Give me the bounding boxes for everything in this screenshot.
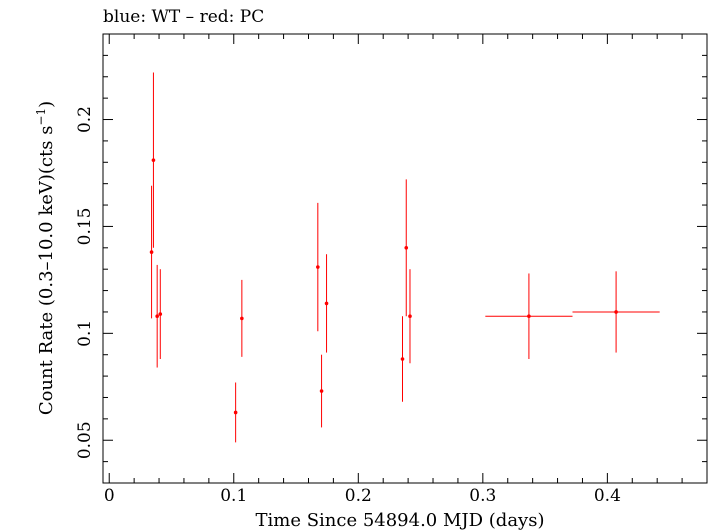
x-tick-label: 0.1 bbox=[220, 486, 247, 506]
point-marker bbox=[240, 316, 244, 321]
point-marker bbox=[408, 314, 412, 319]
plot-frame bbox=[102, 33, 708, 484]
x-axis-label: Time Since 54894.0 MJD (days) bbox=[255, 510, 544, 531]
data-point bbox=[149, 185, 154, 319]
data-points bbox=[149, 72, 660, 443]
point-marker bbox=[527, 314, 531, 319]
y-axis-label-superscript: −1 bbox=[34, 108, 48, 126]
data-point bbox=[151, 72, 156, 248]
data-point bbox=[572, 271, 660, 353]
point-marker bbox=[400, 357, 405, 361]
point-marker bbox=[233, 410, 238, 415]
chart-title: blue: WT – red: PC bbox=[103, 7, 264, 27]
point-marker bbox=[614, 310, 618, 314]
data-point bbox=[319, 354, 324, 428]
axis-tick-labels: 0 0.1 0.2 0.3 0.4 0.05 0.1 0.15 0.2 bbox=[75, 106, 621, 506]
axis-ticks bbox=[103, 34, 708, 483]
point-marker bbox=[155, 314, 159, 319]
point-marker bbox=[404, 246, 409, 250]
y-axis-label-end: ) bbox=[36, 101, 57, 108]
y-tick-label: 0.1 bbox=[75, 320, 95, 347]
point-marker bbox=[316, 265, 320, 269]
y-axis-label: Count Rate (0.3–10.0 keV)(cts s−1) bbox=[34, 101, 57, 415]
data-point bbox=[155, 264, 159, 368]
point-marker bbox=[319, 389, 324, 393]
data-point bbox=[400, 316, 405, 402]
data-point bbox=[240, 279, 244, 357]
data-point bbox=[404, 179, 409, 317]
x-tick-label: 0 bbox=[104, 486, 115, 506]
y-tick-label: 0.05 bbox=[75, 421, 95, 459]
data-point bbox=[316, 202, 320, 332]
data-point bbox=[324, 254, 329, 353]
x-tick-label: 0.3 bbox=[469, 486, 496, 506]
point-marker bbox=[324, 301, 329, 306]
x-tick-label: 0.4 bbox=[594, 486, 621, 506]
data-point bbox=[158, 269, 163, 359]
y-axis-label-main: Count Rate (0.3–10.0 keV)(cts s bbox=[36, 126, 57, 416]
data-point bbox=[233, 382, 238, 443]
point-marker bbox=[149, 250, 154, 254]
data-point bbox=[485, 273, 573, 359]
point-marker bbox=[151, 158, 156, 162]
y-tick-label: 0.2 bbox=[75, 106, 95, 133]
y-tick-label: 0.15 bbox=[75, 207, 95, 245]
data-point bbox=[408, 269, 412, 364]
point-marker bbox=[158, 312, 163, 316]
x-tick-label: 0.2 bbox=[345, 486, 372, 506]
